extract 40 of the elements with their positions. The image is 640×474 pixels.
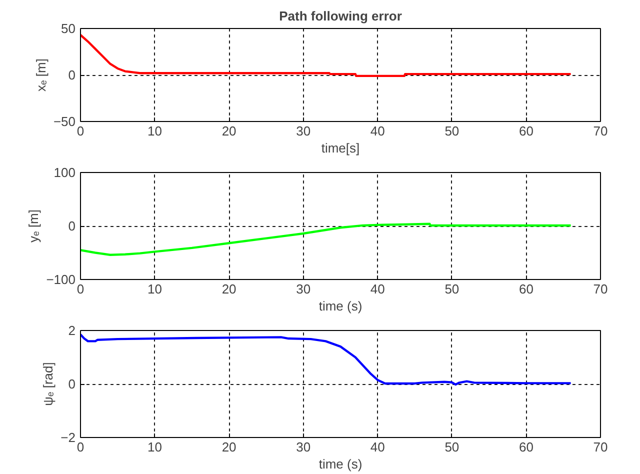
x-tick-label: 50 [444, 282, 460, 296]
x-tick-label: 20 [222, 124, 236, 138]
x-tick-label: 60 [518, 124, 534, 138]
line-series [80, 34, 572, 78]
x-tick-label: 70 [593, 124, 608, 138]
x-axis-title: time (s) [318, 456, 362, 472]
x-tick-label: 10 [148, 124, 162, 138]
x-tick-label: 10 [148, 440, 162, 454]
y-tick-label: −50 [53, 114, 76, 129]
x-tick-label: 40 [370, 440, 385, 454]
x-tick-label: 50 [444, 124, 460, 138]
y-axis-title: yₑ [m] [26, 210, 42, 242]
y-tick-label: −2 [60, 430, 76, 445]
x-tick-label: 70 [593, 440, 608, 454]
x-tick-label: 50 [444, 440, 460, 454]
y-axis-title: xₑ [m] [33, 58, 48, 92]
x-tick-label: 20 [222, 282, 236, 296]
x-tick-label: 70 [593, 282, 608, 296]
x-tick-label: 30 [296, 440, 311, 454]
y-tick-label: 100 [54, 165, 76, 180]
line-series [80, 333, 572, 386]
x-tick-label: 30 [296, 124, 311, 138]
chart-title: Path following error [279, 8, 402, 24]
y-tick-label: 2 [68, 323, 76, 338]
y-tick-label: 50 [61, 21, 76, 36]
x-tick-label: 60 [518, 440, 534, 454]
x-axis-title: time (s) [318, 298, 362, 314]
x-tick-label: 10 [148, 282, 162, 296]
x-tick-label: 60 [518, 282, 534, 296]
line-series [80, 222, 572, 256]
y-axis-title: ψₑ [rad] [40, 362, 56, 406]
x-tick-label: 40 [370, 282, 385, 296]
y-tick-label: 0 [68, 376, 76, 392]
x-tick-label: 20 [222, 440, 236, 454]
y-tick-label: 0 [68, 68, 76, 82]
y-tick-label: −100 [46, 272, 76, 287]
x-tick-label: 40 [370, 124, 385, 138]
y-tick-label: 0 [68, 218, 76, 234]
x-axis-title: time[s] [321, 140, 360, 156]
x-tick-label: 30 [296, 282, 311, 296]
